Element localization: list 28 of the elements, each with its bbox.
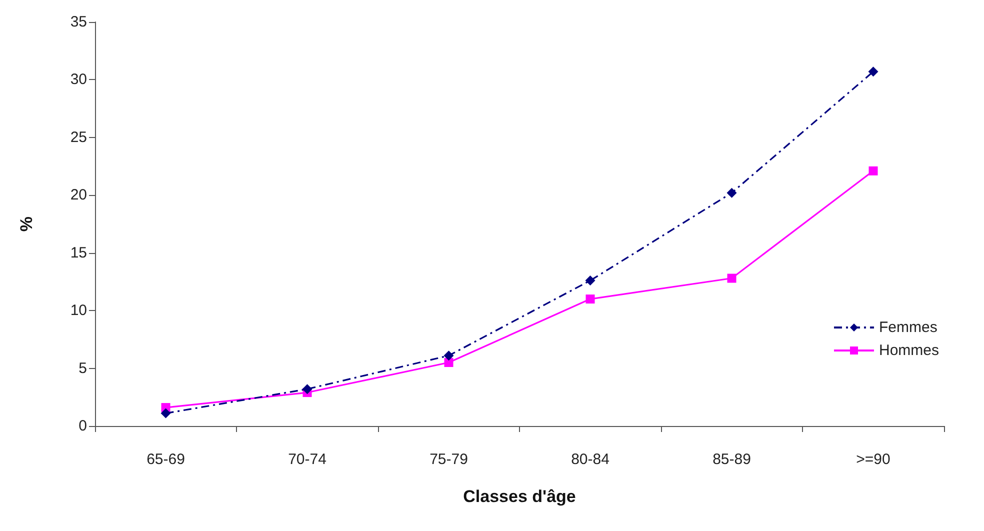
x-tick-label: 70-74 — [288, 451, 326, 468]
point — [868, 166, 878, 176]
y-tick-label: 25 — [70, 128, 87, 146]
point — [160, 408, 171, 418]
point — [726, 188, 737, 198]
point — [444, 350, 454, 361]
x-tick-label: >=90 — [856, 451, 890, 468]
y-tick-label: 20 — [70, 186, 87, 204]
x-axis-title: Classes d'âge — [463, 487, 576, 506]
x-tick-label: 75-79 — [430, 451, 468, 468]
y-axis-title: % — [17, 216, 36, 232]
x-tick-label: 85-89 — [712, 451, 751, 468]
y-tick-label: 35 — [70, 14, 87, 30]
x-tick-label: 65-69 — [146, 451, 185, 468]
y-tick-label: 30 — [70, 71, 87, 88]
legend-label: Hommes — [878, 342, 940, 359]
point — [586, 294, 595, 304]
x-tick-label: 80-84 — [571, 451, 610, 468]
y-tick-label: 10 — [70, 302, 87, 320]
point — [444, 358, 454, 368]
point — [302, 384, 312, 394]
point — [868, 66, 878, 77]
y-tick-label: 5 — [78, 360, 87, 377]
y-tick-label: 15 — [70, 244, 87, 262]
y-tick-label: 0 — [78, 418, 87, 434]
point — [727, 274, 736, 283]
legend-label: Femmes — [878, 319, 938, 336]
point — [585, 276, 596, 286]
